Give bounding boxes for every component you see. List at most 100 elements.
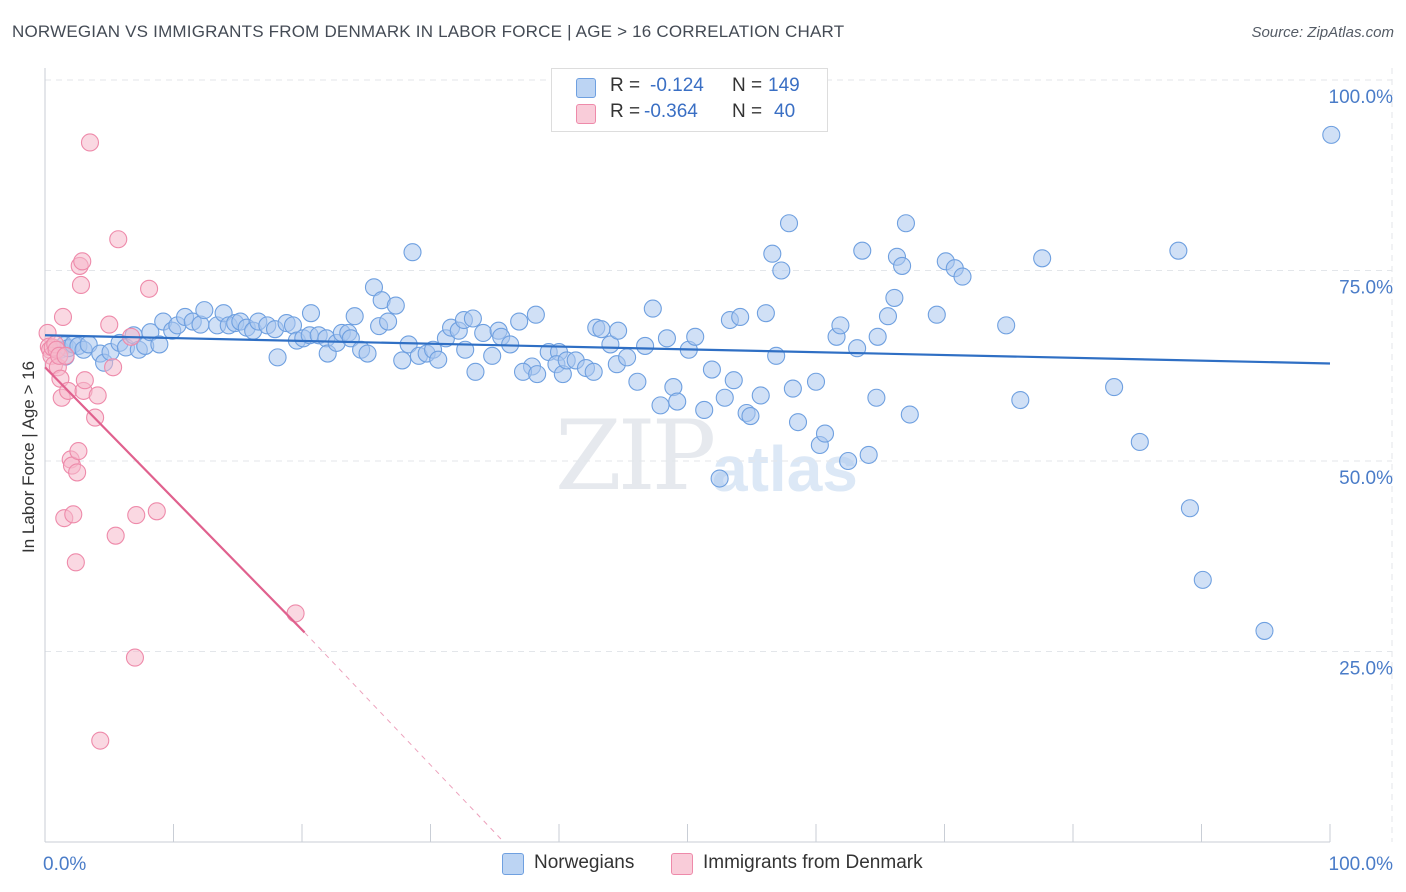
tick-labels: 25.0% 50.0% 75.0% 100.0% 0.0% 100.0%	[43, 87, 1393, 875]
legend-r-value: -0.364	[644, 101, 698, 122]
point-immigrant-denmark	[140, 279, 159, 298]
point-immigrant-denmark	[80, 133, 100, 152]
point-norwegian	[751, 386, 770, 405]
legend-n-value: 149	[768, 75, 800, 96]
point-norwegian	[1193, 570, 1212, 589]
point-norwegian	[628, 372, 647, 391]
point-immigrant-denmark	[125, 648, 144, 667]
point-norwegian	[997, 316, 1016, 335]
axes	[44, 68, 1331, 843]
point-norwegian	[1322, 125, 1341, 144]
point-immigrant-denmark	[127, 506, 146, 525]
x-tick-label: 100.0%	[1329, 854, 1394, 875]
point-norwegian	[609, 321, 628, 340]
point-norwegian	[528, 365, 547, 384]
legend-r-label: R =	[610, 101, 641, 122]
point-norwegian	[1130, 432, 1149, 452]
point-norwegian	[1033, 249, 1052, 268]
point-norwegian	[636, 336, 655, 355]
y-tick-label: 50.0%	[1339, 468, 1393, 489]
bottom-legend-swatch-norwegians	[502, 853, 524, 875]
point-norwegian	[715, 388, 734, 407]
series-immigrants-from-denmark	[38, 133, 305, 750]
y-tick-label: 25.0%	[1339, 659, 1393, 680]
point-immigrant-denmark	[64, 505, 83, 524]
point-norwegian	[1169, 241, 1188, 260]
legend-n-value: 40	[774, 101, 796, 122]
point-immigrant-denmark	[68, 463, 87, 482]
point-norwegian	[592, 320, 611, 339]
chart-title: NORWEGIAN VS IMMIGRANTS FROM DENMARK IN …	[12, 22, 845, 41]
point-norwegian	[767, 346, 786, 365]
point-immigrant-denmark	[69, 442, 88, 461]
point-norwegian	[510, 312, 529, 331]
legend-n-label: N =	[732, 75, 763, 96]
point-norwegian	[1255, 621, 1274, 640]
point-norwegian	[788, 413, 808, 432]
point-norwegian	[783, 379, 802, 398]
point-norwegian	[741, 406, 760, 426]
grid-lines	[45, 68, 1393, 842]
point-norwegian	[618, 348, 637, 367]
y-tick-label: 100.0%	[1329, 87, 1394, 108]
point-norwegian	[651, 396, 670, 415]
point-immigrant-denmark	[91, 731, 110, 750]
point-norwegian	[763, 244, 782, 263]
point-norwegian	[195, 301, 214, 320]
point-norwegian	[867, 388, 886, 407]
point-norwegian	[393, 351, 412, 370]
point-norwegian	[695, 400, 714, 419]
point-immigrant-denmark	[109, 230, 128, 249]
y-tick-label: 75.0%	[1339, 278, 1393, 299]
point-norwegian	[702, 360, 721, 379]
point-norwegian	[345, 307, 364, 326]
point-norwegian	[724, 371, 743, 390]
point-norwegian	[526, 305, 545, 324]
point-norwegian	[853, 241, 872, 260]
point-norwegian	[731, 307, 750, 327]
point-norwegian	[379, 312, 398, 331]
point-norwegian	[815, 424, 835, 443]
point-norwegian	[710, 469, 729, 488]
point-norwegian	[927, 305, 946, 324]
point-norwegian	[893, 256, 912, 275]
trend-line-denmark-extension	[304, 632, 505, 843]
legend: R = -0.124 N = 149 R = -0.364 N = 40	[551, 68, 828, 132]
point-norwegian	[429, 350, 448, 369]
legend-swatch-norwegians	[576, 78, 596, 98]
point-immigrant-denmark	[71, 275, 91, 295]
point-norwegian	[358, 344, 377, 363]
point-immigrant-denmark	[286, 604, 305, 623]
legend-swatch-denmark	[576, 104, 596, 124]
point-norwegian	[772, 261, 791, 280]
point-immigrant-denmark	[56, 346, 75, 365]
point-immigrant-denmark	[106, 526, 125, 545]
source-credit: Source: ZipAtlas.com	[1251, 24, 1394, 41]
trend-line-denmark	[44, 366, 306, 634]
point-norwegian	[403, 243, 422, 262]
point-norwegian	[868, 327, 887, 346]
point-immigrant-denmark	[147, 502, 166, 521]
point-norwegian	[657, 329, 676, 348]
point-norwegian	[1180, 499, 1199, 518]
point-norwegian	[474, 323, 493, 343]
point-norwegian	[150, 335, 169, 354]
point-immigrant-denmark	[75, 371, 94, 390]
point-norwegian	[643, 299, 662, 318]
point-norwegian	[268, 348, 287, 367]
point-norwegian	[301, 304, 321, 323]
trend-line-norwegians	[44, 334, 1331, 365]
point-immigrant-denmark	[66, 553, 85, 572]
point-immigrant-denmark	[100, 315, 119, 334]
legend-r-label: R =	[610, 75, 641, 96]
bottom-legend-swatch-denmark	[671, 853, 693, 875]
series-norwegians	[51, 125, 1341, 640]
point-norwegian	[386, 296, 405, 315]
legend-n-label: N =	[732, 101, 763, 122]
point-norwegian	[885, 288, 904, 307]
point-norwegian	[896, 214, 916, 233]
watermark-atlas: atlas	[712, 433, 858, 505]
point-norwegian	[779, 214, 799, 233]
point-norwegian	[831, 316, 850, 335]
